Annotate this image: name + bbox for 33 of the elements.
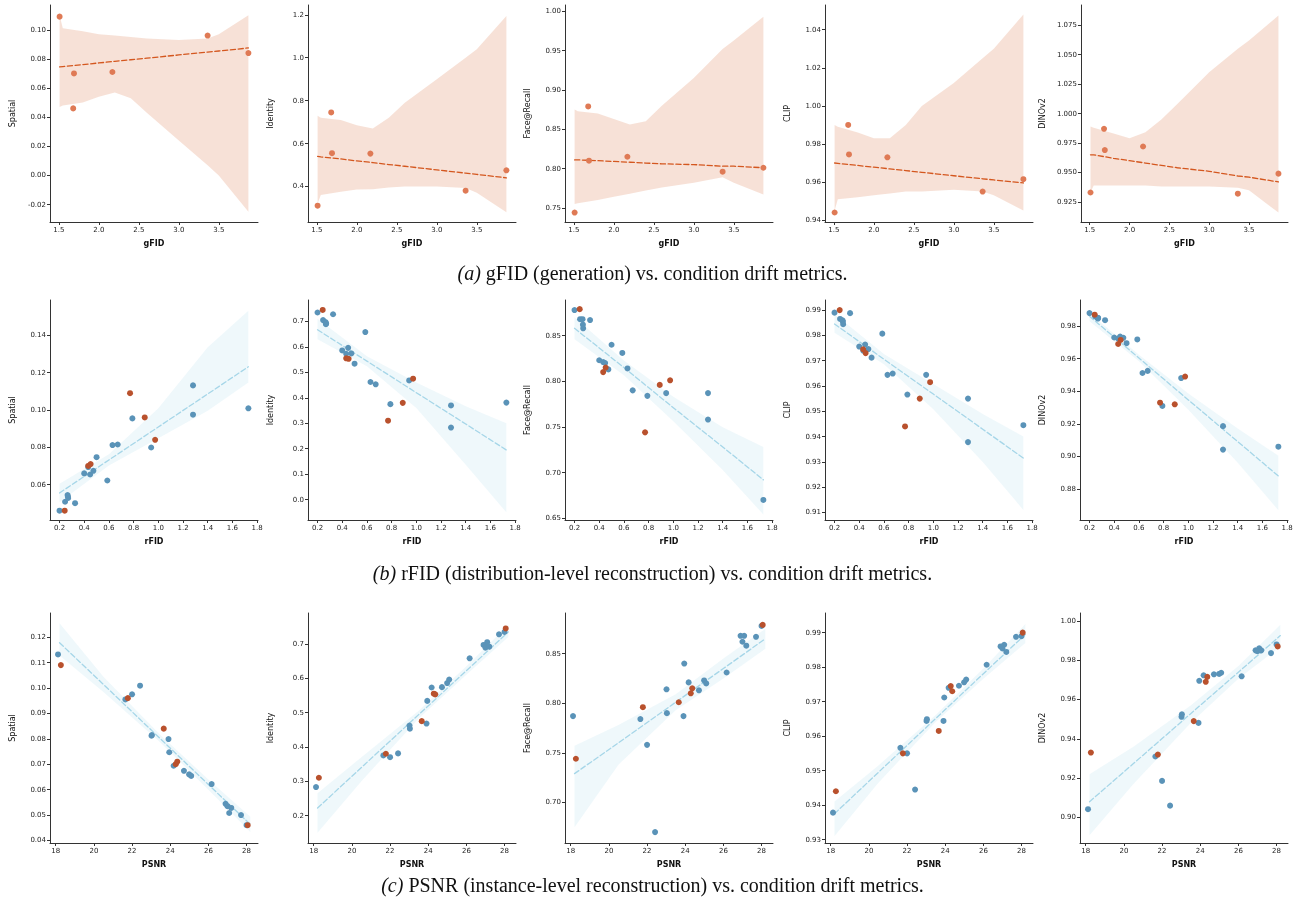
y-axis-title: Face@Recall: [522, 385, 532, 435]
x-axis-title: PSNR: [141, 859, 167, 869]
y-axis-title: Spatial: [7, 99, 17, 128]
y-axis-title: CLIP: [782, 401, 792, 419]
x-axis-title: gFID: [401, 238, 423, 248]
text: (c) PSNR (instance-level reconstruction) vs. condition drift metrics.: [380, 874, 925, 897]
x-axis-title: PSNR: [399, 859, 425, 869]
x-axis-title: gFID: [1174, 238, 1196, 248]
y-axis-title: Identity: [265, 97, 275, 129]
y-axis-title: Identity: [265, 712, 275, 744]
x-axis-title: PSNR: [1171, 859, 1197, 869]
x-axis-title: PSNR: [656, 859, 682, 869]
y-axis-title: CLIP: [782, 719, 792, 737]
x-axis-title: rFID: [919, 536, 939, 546]
x-axis-title: gFID: [143, 238, 165, 248]
text: (a) gFID (generation) vs. condition drift metrics.: [456, 262, 849, 285]
y-axis-title: Face@Recall: [522, 703, 532, 753]
text: (b) rFID (distribution-level reconstruction) vs. condition drift metrics.: [371, 562, 934, 585]
x-axis-title: gFID: [918, 238, 940, 248]
x-axis-title: rFID: [144, 536, 164, 546]
y-axis-title: DINOv2: [1037, 712, 1047, 744]
y-axis-title: DINOv2: [1037, 98, 1047, 129]
x-axis-title: rFID: [402, 536, 422, 546]
x-axis-title: rFID: [1174, 536, 1194, 546]
x-axis-title: PSNR: [916, 859, 942, 869]
y-axis-title: Identity: [265, 394, 275, 426]
x-axis-title: rFID: [659, 536, 679, 546]
y-axis-title: Spatial: [7, 714, 17, 742]
x-axis-title: gFID: [658, 238, 680, 248]
y-axis-title: Spatial: [7, 396, 17, 424]
y-axis-title: CLIP: [782, 104, 792, 123]
y-axis-title: Face@Recall: [522, 88, 532, 139]
y-axis-title: DINOv2: [1037, 394, 1047, 426]
